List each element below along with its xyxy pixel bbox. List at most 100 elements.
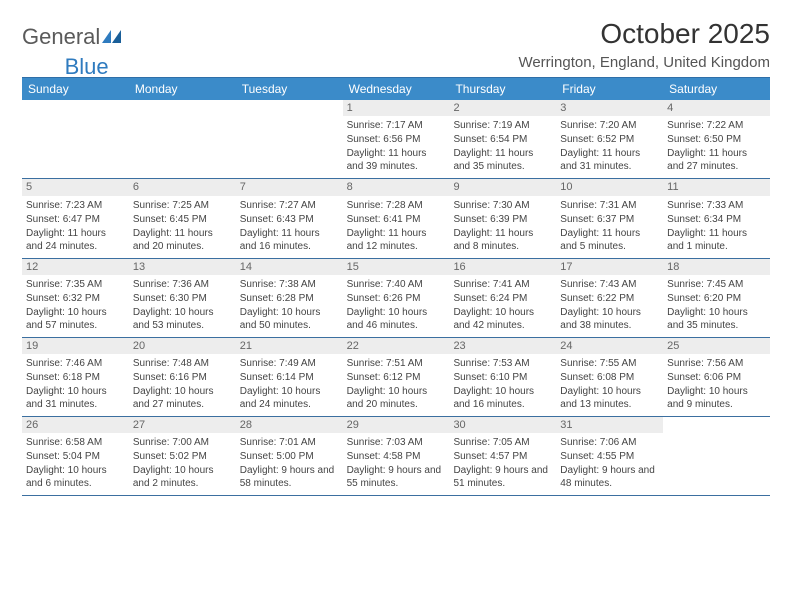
calendar-cell: 20Sunrise: 7:48 AMSunset: 6:16 PMDayligh… <box>129 338 236 416</box>
sunrise-text: Sunrise: 7:28 AM <box>347 199 446 212</box>
daylight-text: Daylight: 11 hours and 20 minutes. <box>133 227 232 253</box>
sunrise-text: Sunrise: 7:35 AM <box>26 278 125 291</box>
sunset-text: Sunset: 6:47 PM <box>26 213 125 226</box>
calendar: Sunday Monday Tuesday Wednesday Thursday… <box>22 78 770 496</box>
sunset-text: Sunset: 5:02 PM <box>133 450 232 463</box>
logo-line2: GenBlue <box>25 54 109 80</box>
day-number: 9 <box>449 179 556 195</box>
dayhead-sat: Saturday <box>663 78 770 100</box>
day-number: 14 <box>236 259 343 275</box>
logo-text-2: Blue <box>65 54 109 80</box>
day-number: 17 <box>556 259 663 275</box>
dayhead-tue: Tuesday <box>236 78 343 100</box>
calendar-cell: 3Sunrise: 7:20 AMSunset: 6:52 PMDaylight… <box>556 100 663 178</box>
sunrise-text: Sunrise: 7:00 AM <box>133 436 232 449</box>
daylight-text: Daylight: 9 hours and 55 minutes. <box>347 464 446 490</box>
sunrise-text: Sunrise: 7:49 AM <box>240 357 339 370</box>
calendar-cell: 5Sunrise: 7:23 AMSunset: 6:47 PMDaylight… <box>22 179 129 257</box>
daylight-text: Daylight: 10 hours and 35 minutes. <box>667 306 766 332</box>
sunset-text: Sunset: 6:16 PM <box>133 371 232 384</box>
calendar-cell: 12Sunrise: 7:35 AMSunset: 6:32 PMDayligh… <box>22 259 129 337</box>
day-number: 1 <box>343 100 450 116</box>
day-number: 7 <box>236 179 343 195</box>
sunrise-text: Sunrise: 7:55 AM <box>560 357 659 370</box>
sunrise-text: Sunrise: 7:05 AM <box>453 436 552 449</box>
day-number: 15 <box>343 259 450 275</box>
sunrise-text: Sunrise: 7:27 AM <box>240 199 339 212</box>
day-number: 11 <box>663 179 770 195</box>
daylight-text: Daylight: 11 hours and 31 minutes. <box>560 147 659 173</box>
sunrise-text: Sunrise: 7:31 AM <box>560 199 659 212</box>
sunset-text: Sunset: 6:54 PM <box>453 133 552 146</box>
dayhead-fri: Friday <box>556 78 663 100</box>
daylight-text: Daylight: 10 hours and 2 minutes. <box>133 464 232 490</box>
sunrise-text: Sunrise: 7:22 AM <box>667 119 766 132</box>
sunset-text: Sunset: 6:20 PM <box>667 292 766 305</box>
day-number: 10 <box>556 179 663 195</box>
calendar-cell: 4Sunrise: 7:22 AMSunset: 6:50 PMDaylight… <box>663 100 770 178</box>
sunset-text: Sunset: 5:00 PM <box>240 450 339 463</box>
calendar-cell: 15Sunrise: 7:40 AMSunset: 6:26 PMDayligh… <box>343 259 450 337</box>
sunrise-text: Sunrise: 6:58 AM <box>26 436 125 449</box>
sunset-text: Sunset: 6:26 PM <box>347 292 446 305</box>
daylight-text: Daylight: 11 hours and 8 minutes. <box>453 227 552 253</box>
day-number: 27 <box>129 417 236 433</box>
dayhead-sun: Sunday <box>22 78 129 100</box>
day-number: 24 <box>556 338 663 354</box>
calendar-cell: 26Sunrise: 6:58 AMSunset: 5:04 PMDayligh… <box>22 417 129 495</box>
daylight-text: Daylight: 10 hours and 24 minutes. <box>240 385 339 411</box>
day-number: 6 <box>129 179 236 195</box>
dayhead-thu: Thursday <box>449 78 556 100</box>
sunset-text: Sunset: 6:52 PM <box>560 133 659 146</box>
daylight-text: Daylight: 11 hours and 35 minutes. <box>453 147 552 173</box>
calendar-cell: 27 Sunrise: 7:00 AMSunset: 5:02 PMDayligh… <box>129 417 236 495</box>
calendar-cell: 9Sunrise: 7:30 AMSunset: 6:39 PMDaylight… <box>449 179 556 257</box>
day-number: 31 <box>556 417 663 433</box>
calendar-cell: 24Sunrise: 7:55 AMSunset: 6:08 PMDayligh… <box>556 338 663 416</box>
day-number: 18 <box>663 259 770 275</box>
sunset-text: Sunset: 6:56 PM <box>347 133 446 146</box>
daylight-text: Daylight: 10 hours and 27 minutes. <box>133 385 232 411</box>
title-block: October 2025 Werrington, England, United… <box>518 18 770 71</box>
month-title: October 2025 <box>518 18 770 50</box>
day-number: 3 <box>556 100 663 116</box>
day-number: 26 <box>22 417 129 433</box>
calendar-cell: 16Sunrise: 7:41 AMSunset: 6:24 PMDayligh… <box>449 259 556 337</box>
calendar-week: 12Sunrise: 7:35 AMSunset: 6:32 PMDayligh… <box>22 259 770 338</box>
daylight-text: Daylight: 11 hours and 27 minutes. <box>667 147 766 173</box>
sunset-text: Sunset: 6:10 PM <box>453 371 552 384</box>
day-number: 12 <box>22 259 129 275</box>
sunset-text: Sunset: 6:22 PM <box>560 292 659 305</box>
calendar-cell: 7Sunrise: 7:27 AMSunset: 6:43 PMDaylight… <box>236 179 343 257</box>
logo: General <box>22 24 123 50</box>
sunset-text: Sunset: 6:14 PM <box>240 371 339 384</box>
calendar-cell: 17Sunrise: 7:43 AMSunset: 6:22 PMDayligh… <box>556 259 663 337</box>
sunset-text: Sunset: 6:37 PM <box>560 213 659 226</box>
sunrise-text: Sunrise: 7:56 AM <box>667 357 766 370</box>
day-number: 28 <box>236 417 343 433</box>
sunrise-text: Sunrise: 7:33 AM <box>667 199 766 212</box>
daylight-text: Daylight: 10 hours and 31 minutes. <box>26 385 125 411</box>
calendar-cell: 10Sunrise: 7:31 AMSunset: 6:37 PMDayligh… <box>556 179 663 257</box>
sunrise-text: Sunrise: 7:03 AM <box>347 436 446 449</box>
calendar-cell: 25Sunrise: 7:56 AMSunset: 6:06 PMDayligh… <box>663 338 770 416</box>
sunrise-text: Sunrise: 7:06 AM <box>560 436 659 449</box>
header: General October 2025 Werrington, England… <box>22 18 770 71</box>
calendar-cell: 11Sunrise: 7:33 AMSunset: 6:34 PMDayligh… <box>663 179 770 257</box>
sunset-text: Sunset: 5:04 PM <box>26 450 125 463</box>
calendar-week: 19Sunrise: 7:46 AMSunset: 6:18 PMDayligh… <box>22 338 770 417</box>
sunrise-text: Sunrise: 7:46 AM <box>26 357 125 370</box>
daylight-text: Daylight: 10 hours and 53 minutes. <box>133 306 232 332</box>
day-number: 21 <box>236 338 343 354</box>
sunrise-text: Sunrise: 7:48 AM <box>133 357 232 370</box>
daylight-text: Daylight: 10 hours and 13 minutes. <box>560 385 659 411</box>
sunset-text: Sunset: 6:06 PM <box>667 371 766 384</box>
sunrise-text: Sunrise: 7:38 AM <box>240 278 339 291</box>
sunrise-text: Sunrise: 7:36 AM <box>133 278 232 291</box>
day-number: 22 <box>343 338 450 354</box>
calendar-cell: 1Sunrise: 7:17 AMSunset: 6:56 PMDaylight… <box>343 100 450 178</box>
day-number: 19 <box>22 338 129 354</box>
daylight-text: Daylight: 9 hours and 48 minutes. <box>560 464 659 490</box>
calendar-cell: 19Sunrise: 7:46 AMSunset: 6:18 PMDayligh… <box>22 338 129 416</box>
calendar-cell: 18Sunrise: 7:45 AMSunset: 6:20 PMDayligh… <box>663 259 770 337</box>
